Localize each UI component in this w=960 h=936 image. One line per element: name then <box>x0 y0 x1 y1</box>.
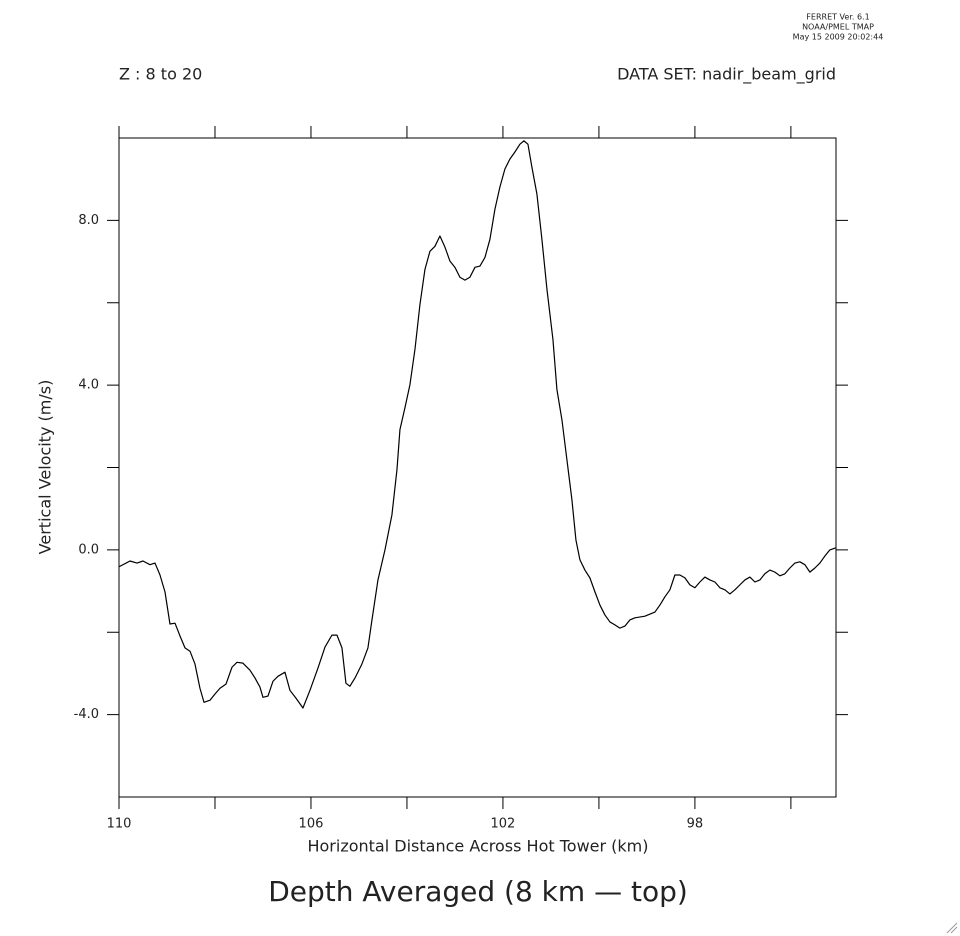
x-tick-label: 110 <box>107 817 132 832</box>
dataset-note: DATA SET: nadir_beam_grid <box>617 65 836 85</box>
x-tick-label: 106 <box>299 817 324 832</box>
y-tick-label: 8.0 <box>78 213 99 228</box>
x-tick-label: 102 <box>491 817 516 832</box>
y-tick-label: 4.0 <box>78 378 99 393</box>
z-note: Z : 8 to 20 <box>119 65 202 84</box>
x-axis-label: Horizontal Distance Across Hot Tower (km… <box>307 837 648 856</box>
y-tick-label: -4.0 <box>74 707 99 722</box>
chart-title: Depth Averaged (8 km — top) <box>268 875 688 908</box>
x-tick-label: 98 <box>687 817 704 832</box>
plot-frame <box>118 137 837 798</box>
y-axis-label: Vertical Velocity (m/s) <box>36 380 55 555</box>
header-line: NOAA/PMEL TMAP <box>802 23 874 32</box>
data-line <box>118 140 837 709</box>
y-tick-label: 0.0 <box>78 542 99 557</box>
header-line: May 15 2009 20:02:44 <box>793 33 884 42</box>
header-line: FERRET Ver. 6.1 <box>806 13 869 22</box>
resize-grip <box>946 922 958 934</box>
